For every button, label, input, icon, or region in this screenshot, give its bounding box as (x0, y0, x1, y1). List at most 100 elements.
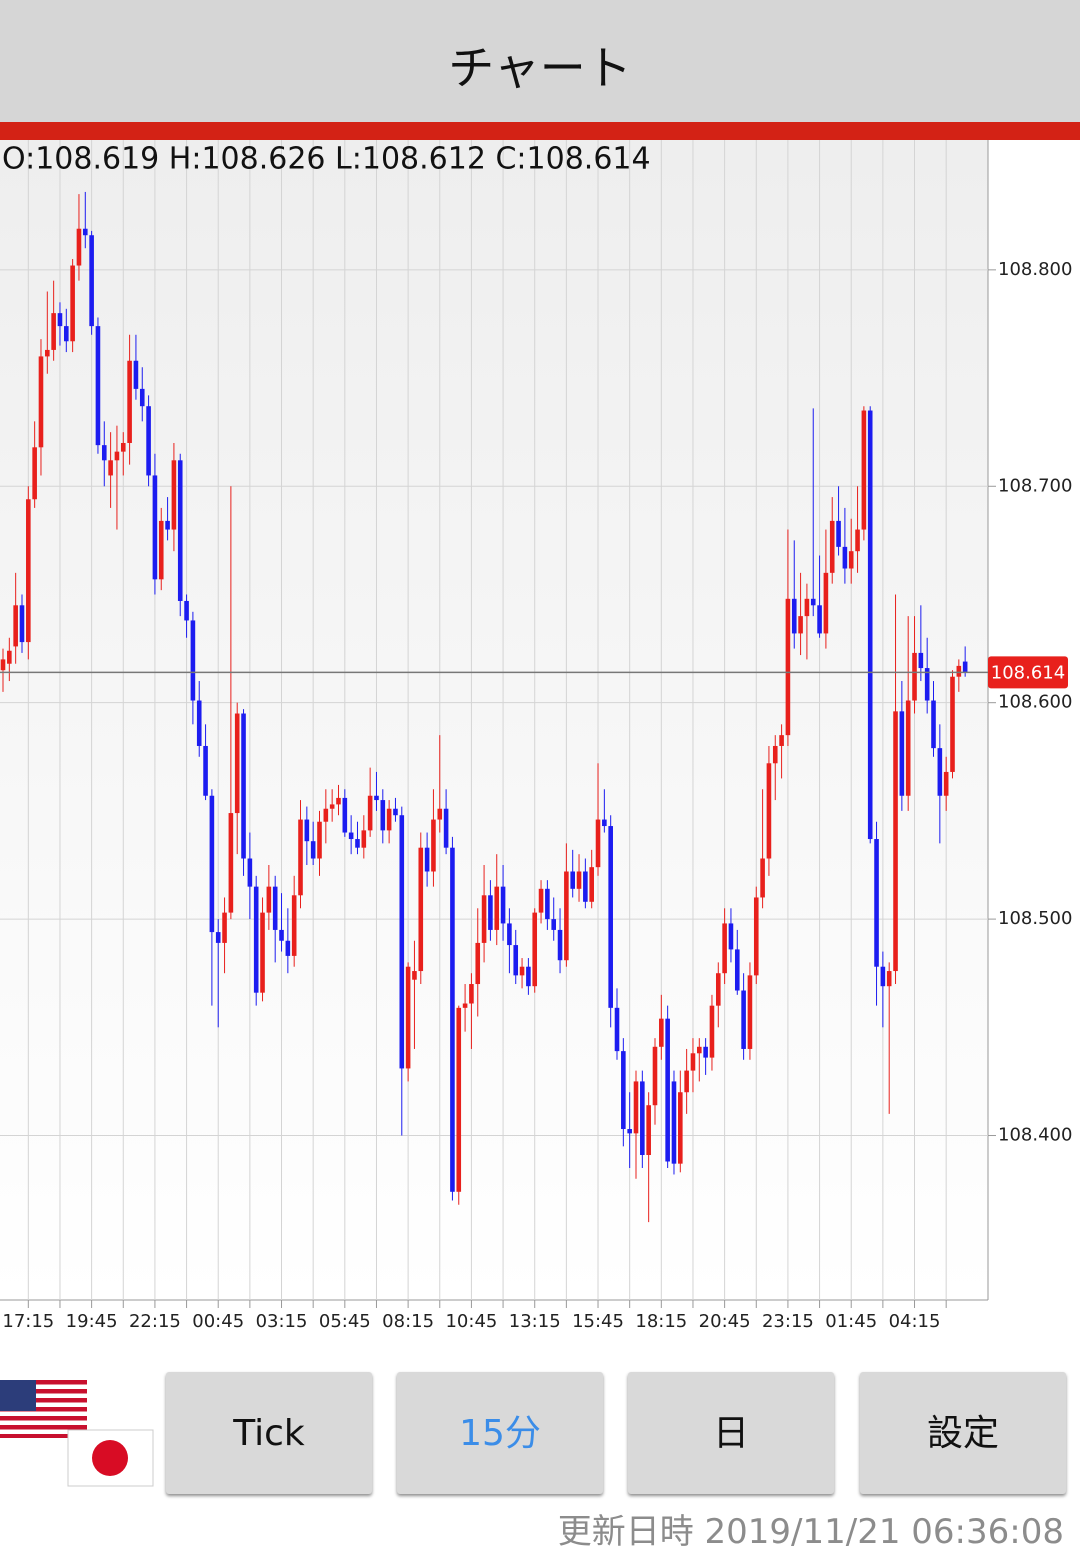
candle-body (855, 529, 860, 552)
candle-body (956, 665, 962, 677)
candle-body (393, 808, 398, 816)
candle-body (26, 499, 31, 643)
candle-body (665, 1018, 670, 1162)
app-title: チャート (448, 41, 632, 95)
candle-body (545, 888, 550, 920)
candle-body (158, 520, 164, 580)
candle-body (310, 841, 316, 859)
x-tick-label: 03:15 (256, 1311, 308, 1332)
candle-body (905, 700, 911, 796)
candle-body (810, 598, 816, 606)
x-tick-label: 13:15 (509, 1311, 561, 1332)
candle-body (298, 819, 303, 896)
candle-body (779, 735, 784, 746)
candle-body (51, 313, 56, 350)
candle-body (348, 832, 354, 840)
candle-body (734, 949, 740, 991)
candle-body (791, 598, 797, 634)
last-price-label: 108.614 (991, 662, 1065, 683)
candle-body (0, 659, 6, 671)
y-tick-label: 108.800 (998, 259, 1072, 280)
candle-body (861, 410, 867, 530)
currency-flags[interactable] (0, 1378, 160, 1490)
candle-body (253, 886, 259, 993)
15min-button[interactable]: 15分 (397, 1372, 603, 1494)
day-button[interactable]: 日 (628, 1372, 834, 1494)
candle-body (184, 600, 189, 621)
candle-body (880, 966, 886, 987)
candle-body (899, 711, 905, 796)
candle-body (32, 447, 37, 500)
candle-body (215, 932, 221, 943)
candle-body (703, 1046, 708, 1058)
x-tick-label: 08:15 (382, 1311, 434, 1332)
plot-area (0, 140, 988, 1300)
candle-body (260, 912, 265, 993)
settings-button[interactable]: 設定 (860, 1372, 1066, 1494)
x-tick-label: 04:15 (889, 1311, 941, 1332)
candle-body (355, 839, 360, 848)
candle-body (659, 1018, 664, 1047)
candle-body (424, 847, 430, 872)
candle-body (602, 819, 607, 827)
x-tick-label: 19:45 (66, 1311, 118, 1332)
x-tick-label: 23:15 (762, 1311, 814, 1332)
candle-body (912, 652, 917, 701)
candle-body (608, 826, 613, 1008)
candle-body (127, 360, 132, 443)
candle-body (640, 1081, 645, 1155)
candle-body (576, 871, 582, 889)
y-tick-label: 108.400 (998, 1125, 1072, 1146)
candle-body (785, 598, 791, 736)
candle-body (564, 871, 569, 961)
candle-body (836, 520, 841, 547)
x-tick-label: 18:15 (635, 1311, 687, 1332)
candle-body (943, 771, 949, 796)
y-tick-label: 108.700 (998, 475, 1072, 496)
candle-body (418, 847, 424, 972)
candle-body (139, 388, 145, 407)
candle-body (285, 940, 291, 956)
candle-body (481, 895, 487, 943)
candle-body (924, 668, 930, 701)
x-tick-label: 17:15 (2, 1311, 54, 1332)
candle-body (500, 886, 506, 924)
candle-body (678, 1092, 683, 1164)
candle-body (918, 652, 924, 669)
candle-body (772, 745, 778, 764)
candle-body (507, 923, 512, 946)
candle-body (646, 1105, 651, 1155)
candle-body (709, 1005, 715, 1058)
candle-body (361, 830, 367, 848)
y-tick-label: 108.500 (998, 908, 1072, 929)
candle-body (513, 945, 519, 976)
accent-strip (0, 122, 1080, 140)
candle-body (469, 984, 474, 1004)
candle-body (291, 895, 297, 956)
candle-body (190, 620, 196, 701)
candle-body (462, 1003, 468, 1008)
candle-body (595, 819, 601, 868)
candle-body (494, 886, 500, 930)
candle-body (829, 520, 835, 573)
candle-body (152, 475, 158, 580)
candle-body (817, 605, 822, 634)
candle-body (279, 929, 284, 941)
x-tick-label: 15:45 (572, 1311, 624, 1332)
chart: 108.400 108.500 108.600 108.700 108.800 17:15… (0, 140, 1072, 1332)
candle-body (304, 819, 310, 842)
candle-body (848, 551, 854, 569)
candle-body (842, 546, 848, 569)
x-tick-label: 20:45 (699, 1311, 751, 1332)
tick-button[interactable]: Tick (166, 1372, 372, 1494)
candle-body (13, 605, 18, 647)
candle-body (684, 1070, 689, 1093)
x-tick-label: 00:45 (192, 1311, 244, 1332)
candle-body (671, 1081, 677, 1164)
candle-body (380, 800, 386, 831)
candle-body (690, 1053, 696, 1071)
candle-body (589, 867, 594, 902)
candle-body (697, 1046, 702, 1054)
candle-body (171, 460, 177, 530)
